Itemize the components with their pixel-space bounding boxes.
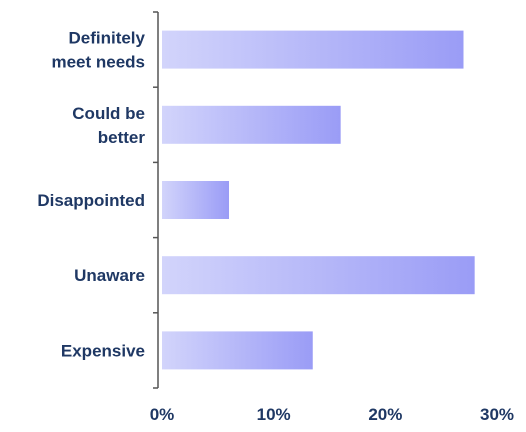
x-tick-label-0: 0% [150,405,175,424]
category-label-4: Expensive [61,341,145,360]
category-label-1: Could be better [72,104,145,147]
bar-1 [162,105,341,144]
bar-4 [162,331,313,370]
category-label-3: Unaware [74,266,145,285]
bar-3 [162,256,475,295]
bar-0 [162,30,464,69]
bar-2 [162,181,229,219]
x-tick-label-1: 10% [257,405,291,424]
x-tick-label-2: 20% [368,405,402,424]
category-label-0: Definitely meet needs [51,29,145,72]
category-label-2: Disappointed [37,191,145,210]
x-tick-label-3: 30% [480,405,514,424]
